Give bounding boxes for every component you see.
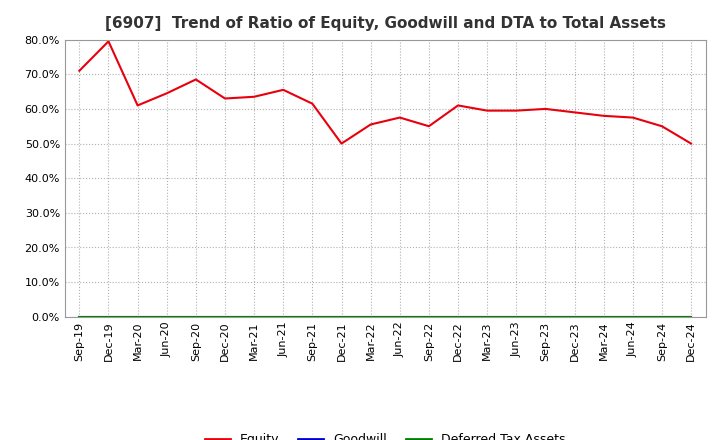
Equity [629,115,637,120]
Deferred Tax Assets [279,314,287,319]
Deferred Tax Assets [570,314,579,319]
Equity [250,94,258,99]
Goodwill [192,314,200,319]
Goodwill [75,314,84,319]
Goodwill [163,314,171,319]
Deferred Tax Assets [512,314,521,319]
Deferred Tax Assets [687,314,696,319]
Deferred Tax Assets [163,314,171,319]
Deferred Tax Assets [75,314,84,319]
Equity [541,106,550,111]
Equity [454,103,462,108]
Equity [687,141,696,146]
Deferred Tax Assets [337,314,346,319]
Deferred Tax Assets [104,314,113,319]
Goodwill [483,314,492,319]
Equity [133,103,142,108]
Goodwill [599,314,608,319]
Equity [483,108,492,113]
Equity [279,87,287,92]
Legend: Equity, Goodwill, Deferred Tax Assets: Equity, Goodwill, Deferred Tax Assets [200,429,570,440]
Goodwill [337,314,346,319]
Equity [104,39,113,44]
Goodwill [657,314,666,319]
Title: [6907]  Trend of Ratio of Equity, Goodwill and DTA to Total Assets: [6907] Trend of Ratio of Equity, Goodwil… [104,16,666,32]
Equity [512,108,521,113]
Equity [163,91,171,96]
Equity [337,141,346,146]
Deferred Tax Assets [192,314,200,319]
Goodwill [687,314,696,319]
Goodwill [629,314,637,319]
Deferred Tax Assets [483,314,492,319]
Deferred Tax Assets [395,314,404,319]
Goodwill [395,314,404,319]
Equity [75,68,84,73]
Deferred Tax Assets [220,314,229,319]
Goodwill [133,314,142,319]
Deferred Tax Assets [454,314,462,319]
Goodwill [220,314,229,319]
Goodwill [250,314,258,319]
Deferred Tax Assets [425,314,433,319]
Goodwill [366,314,375,319]
Deferred Tax Assets [599,314,608,319]
Deferred Tax Assets [250,314,258,319]
Deferred Tax Assets [366,314,375,319]
Equity [366,122,375,127]
Goodwill [279,314,287,319]
Equity [395,115,404,120]
Deferred Tax Assets [541,314,550,319]
Deferred Tax Assets [629,314,637,319]
Deferred Tax Assets [657,314,666,319]
Goodwill [308,314,317,319]
Deferred Tax Assets [133,314,142,319]
Equity [599,113,608,118]
Goodwill [104,314,113,319]
Equity [220,96,229,101]
Goodwill [425,314,433,319]
Goodwill [454,314,462,319]
Equity [425,124,433,129]
Equity [657,124,666,129]
Equity [308,101,317,106]
Line: Equity: Equity [79,41,691,143]
Goodwill [570,314,579,319]
Equity [570,110,579,115]
Goodwill [541,314,550,319]
Equity [192,77,200,82]
Deferred Tax Assets [308,314,317,319]
Goodwill [512,314,521,319]
